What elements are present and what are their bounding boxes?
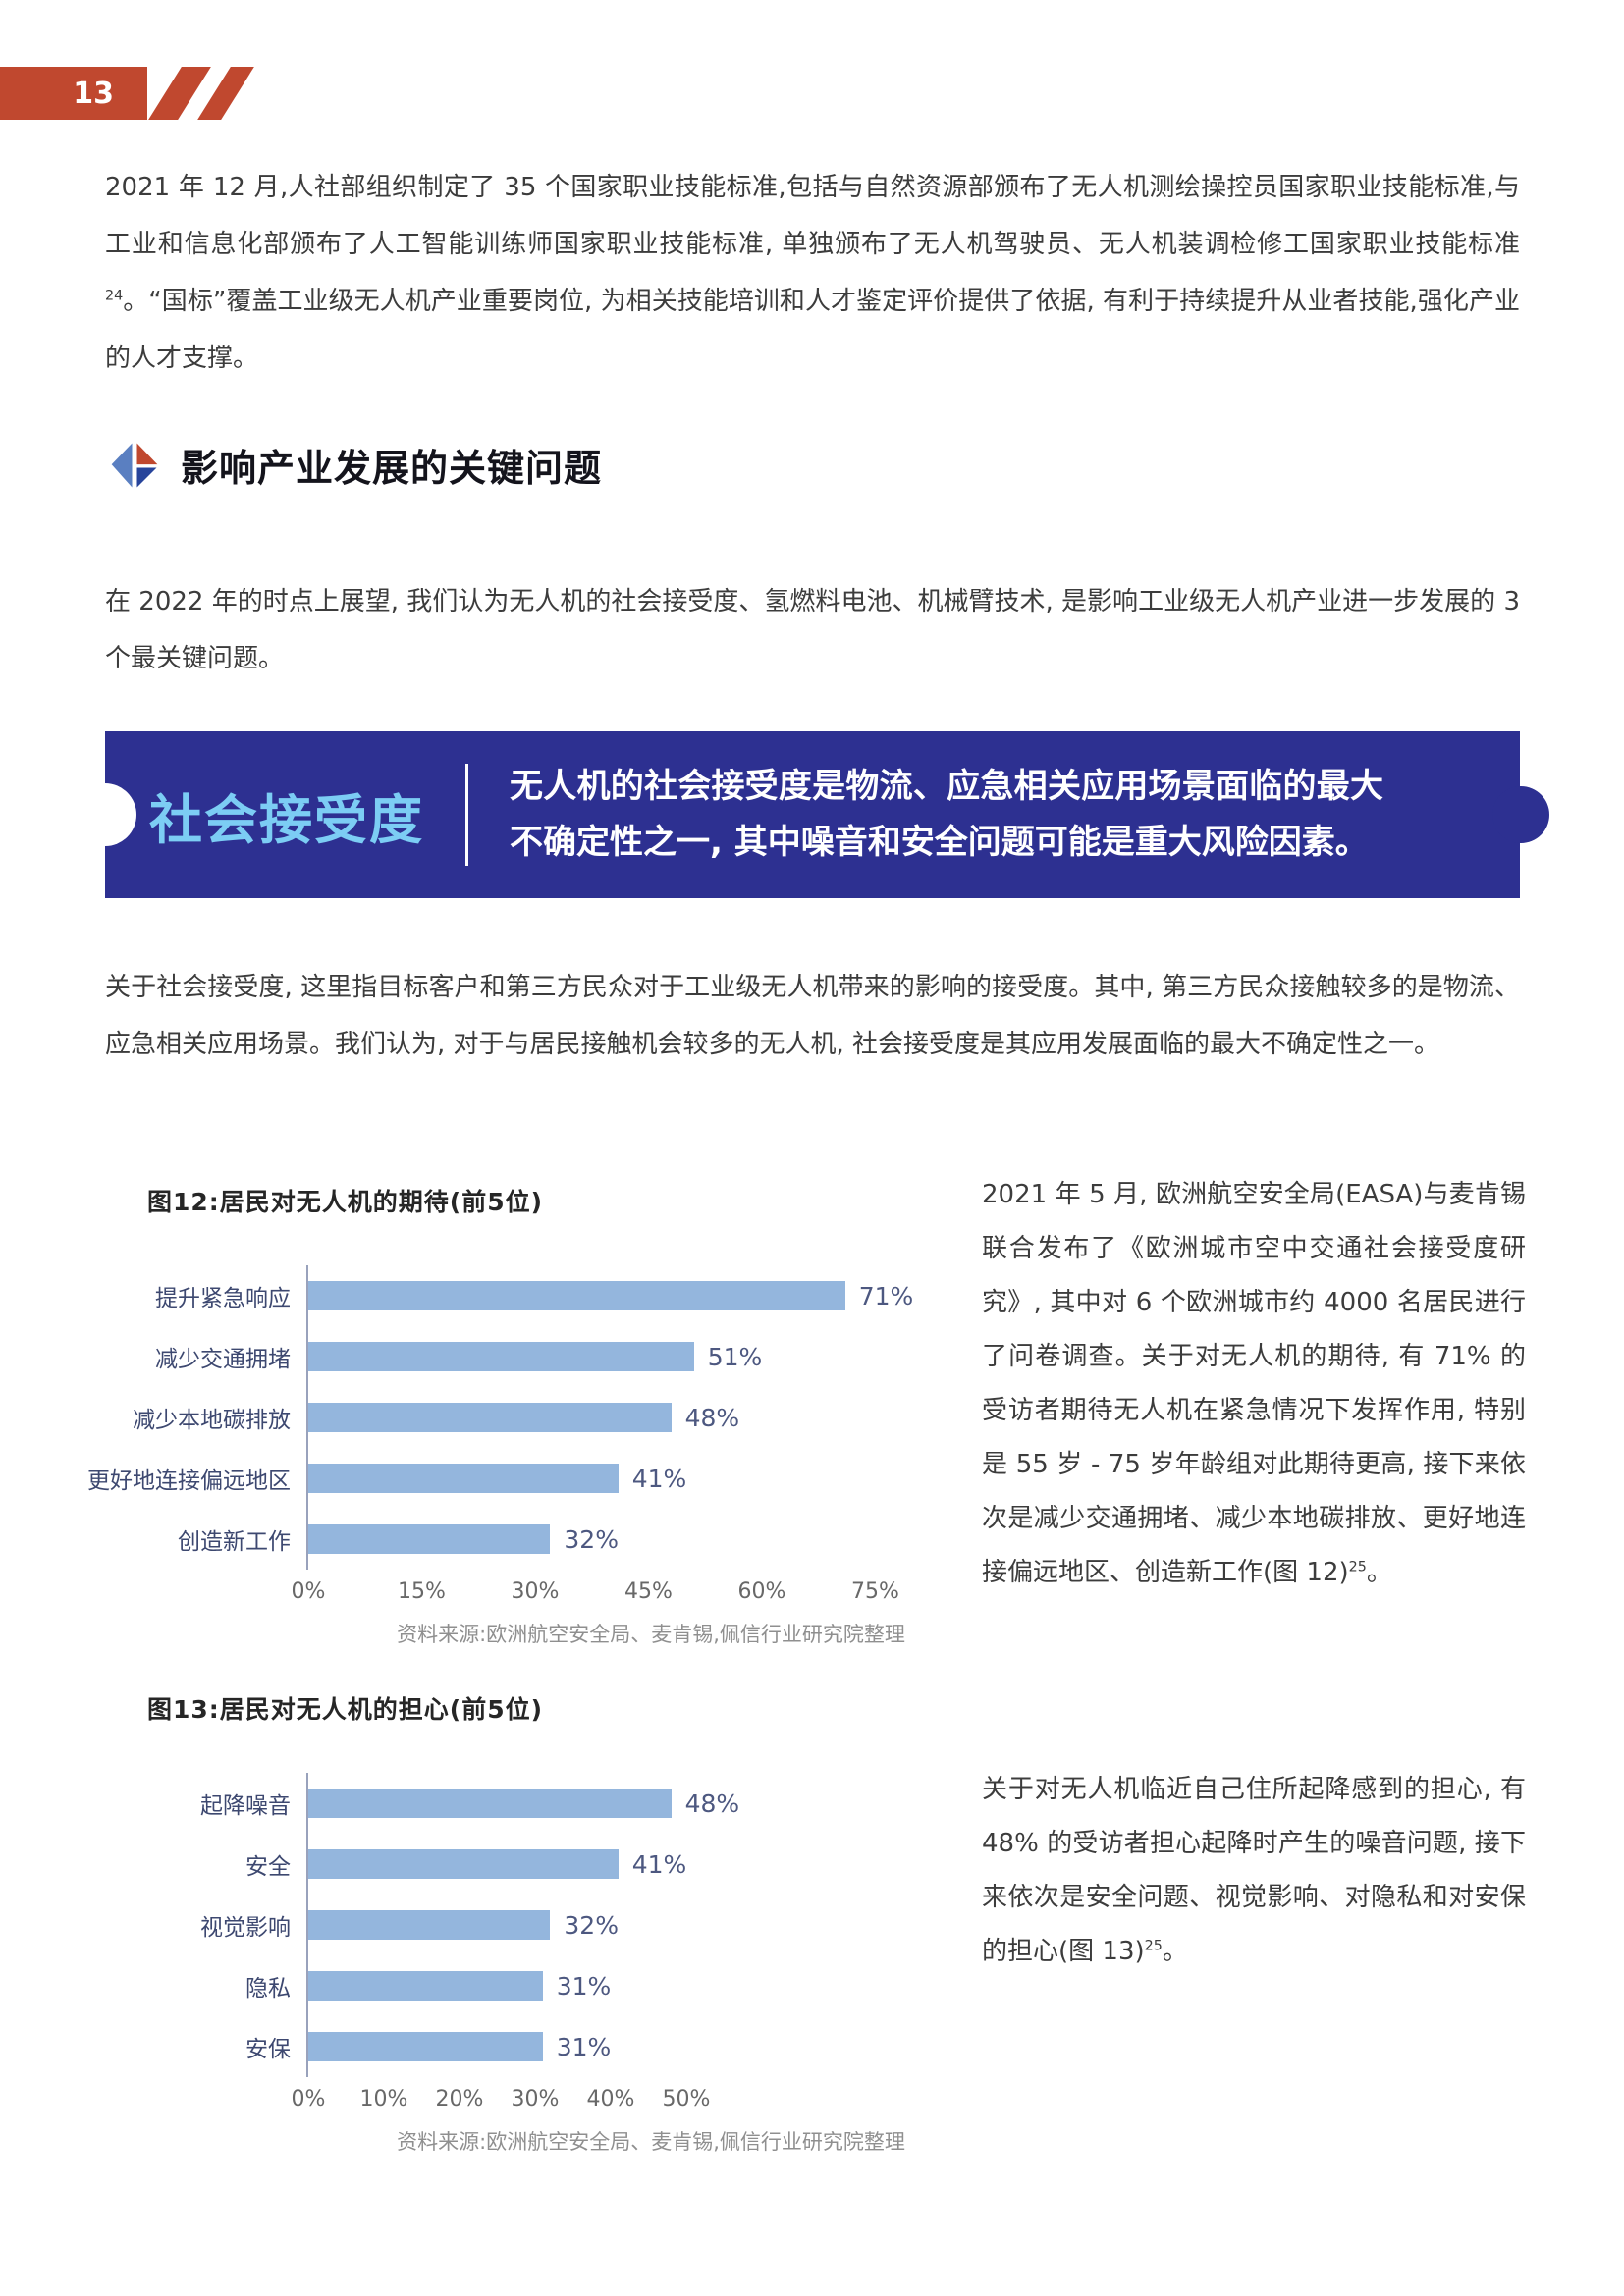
bar (308, 1403, 672, 1432)
bar-row: 41% (308, 1448, 956, 1509)
category-axis: 提升紧急响应 减少交通拥堵减少本地碳排放更好地连接偏远地区创造新工作 (79, 1265, 306, 1570)
category-axis: 起降噪音安全视觉影响隐私安保 (79, 1773, 306, 2077)
x-axis: 0% 10% 20% 30% 40% 50% (292, 2081, 962, 2114)
intro-paragraph: 2021 年 12 月,人社部组织制定了 35 个国家职业技能标准,包括与自然资… (105, 159, 1520, 387)
footnote-ref-25: 25 (1144, 1938, 1163, 1954)
category-label: 更好地连接偏远地区 (87, 1468, 291, 1494)
bar-row: 71% (308, 1265, 956, 1326)
category-label: 安全 (245, 1854, 291, 1880)
puzzle-bump-right (1492, 786, 1549, 843)
banner-label: 社会接受度 (149, 788, 424, 851)
section-title: 影响产业发展的关键问题 (181, 447, 603, 490)
value-label: 41% (631, 1849, 687, 1879)
bar-row: 51% (308, 1326, 956, 1387)
category-label: 创造新工作 (178, 1529, 291, 1555)
section-header: 影响产业发展的关键问题 (110, 438, 602, 492)
footnote-ref-25: 25 (1348, 1559, 1367, 1575)
x-tick-label: 40% (586, 2087, 635, 2111)
x-tick-label: 10% (359, 2087, 408, 2111)
value-label: 48% (684, 1403, 740, 1432)
acceptance-paragraph: 关于社会接受度, 这里指目标客户和第三方民众对于工业级无人机带来的影响的接受度。… (105, 973, 1520, 1059)
bar-row: 31% (308, 2016, 956, 2077)
bar-row: 48% (308, 1773, 956, 1834)
bar (308, 2032, 543, 2061)
bar (308, 1281, 845, 1310)
category-label: 视觉影响 (200, 1915, 291, 1941)
intro-paragraph-text: 。“国标”覆盖工业级无人机产业重要岗位, 为相关技能培训和人才鉴定评价提供了依据… (105, 287, 1520, 373)
figure-13-source: 资料来源:欧洲航空安全局、麦肯锡,佩信行业研究院整理 (397, 2130, 905, 2154)
value-label: 32% (564, 1524, 619, 1554)
figure-12-title: 图12:居民对无人机的期待(前5位) (147, 1188, 544, 1216)
bar (308, 1849, 619, 1879)
value-label: 48% (684, 1789, 740, 1818)
note-text: 2021 年 5 月, 欧洲航空安全局(EASA)与麦肯锡联合发布了《欧洲城市空… (982, 1180, 1526, 1587)
bar-row: 32% (308, 1895, 956, 1955)
bars-area: 48% 41% 32% 31% 31% (306, 1773, 956, 2077)
x-tick-label: 75% (851, 1579, 899, 1604)
bar (308, 1342, 694, 1371)
value-label: 71% (858, 1281, 914, 1310)
bar (308, 1971, 543, 2001)
category-label: 安保 (245, 2037, 291, 2062)
bar (308, 1789, 672, 1818)
footnote-ref-24: 24 (105, 288, 124, 304)
banner-divider (465, 764, 468, 866)
x-tick-label: 20% (435, 2087, 484, 2111)
figure-13-title: 图13:居民对无人机的担心(前5位) (147, 1695, 544, 1724)
value-label: 31% (556, 1971, 612, 2001)
bar (308, 1464, 619, 1493)
note-text: 关于对无人机临近自己住所起降感到的担心, 有 48% 的受访者担心起降时产生的噪… (982, 1775, 1526, 1966)
x-tick-label: 0% (291, 2087, 326, 2111)
bars-area: 71% 51% 48% 41% 32% (306, 1265, 956, 1570)
value-label: 51% (707, 1342, 763, 1371)
banner-text: 无人机的社会接受度是物流、应急相关应用场景面临的最大不确定性之一, 其中噪音和安… (510, 767, 1383, 862)
note-text: 。 (1162, 1937, 1188, 1966)
puzzle-notch-left (74, 783, 136, 846)
value-label: 41% (631, 1464, 687, 1493)
figure-13-plot: 起降噪音安全视觉影响隐私安保 48% 41% 32% 31% 31% (79, 1773, 962, 2077)
category-label: 减少本地碳排放 (133, 1408, 291, 1433)
category-label: 提升紧急响应 (155, 1286, 291, 1311)
bar-row: 32% (308, 1509, 956, 1570)
x-tick-label: 30% (511, 2087, 560, 2111)
x-tick-label: 15% (398, 1579, 446, 1604)
note-text: 。 (1366, 1558, 1392, 1587)
figure-12-source: 资料来源:欧洲航空安全局、麦肯锡,佩信行业研究院整理 (397, 1623, 905, 1646)
category-label: 隐私 (245, 1976, 291, 2002)
diamond-cube-icon (111, 443, 158, 487)
value-label: 31% (556, 2032, 612, 2061)
x-tick-label: 50% (662, 2087, 711, 2111)
figure-12: 图12:居民对无人机的期待(前5位) 提升紧急响应 减少交通拥堵减少本地碳排放更好… (79, 1183, 962, 1648)
page-number: 13 (73, 76, 114, 111)
category-label: 减少交通拥堵 (155, 1347, 291, 1372)
bar-row: 41% (308, 1834, 956, 1895)
figure-13-note: 关于对无人机临近自己住所起降感到的担心, 有 48% 的受访者担心起降时产生的噪… (982, 1763, 1526, 1979)
x-tick-label: 30% (511, 1579, 560, 1604)
key-issue-banner: 社会接受度 无人机的社会接受度是物流、应急相关应用场景面临的最大不确定性之一, … (74, 731, 1549, 898)
x-axis: 0% 15% 30% 45% 60% 75% (292, 1574, 962, 1607)
figure-13: 图13:居民对无人机的担心(前5位) 起降噪音安全视觉影响隐私安保 48% 41%… (79, 1690, 962, 2156)
category-label: 起降噪音 (200, 1793, 291, 1819)
bar (308, 1910, 551, 1940)
bar-row: 31% (308, 1955, 956, 2016)
intro-paragraph-text: 2021 年 12 月,人社部组织制定了 35 个国家职业技能标准,包括与自然资… (105, 173, 1520, 259)
figure-12-plot: 提升紧急响应 减少交通拥堵减少本地碳排放更好地连接偏远地区创造新工作 71% 51%… (79, 1265, 962, 1570)
bar-row: 48% (308, 1387, 956, 1448)
bar (308, 1524, 551, 1554)
section-lead-paragraph: 在 2022 年的时点上展望, 我们认为无人机的社会接受度、氢燃料电池、机械臂技… (105, 587, 1520, 673)
x-tick-label: 0% (291, 1579, 326, 1604)
figure-12-note: 2021 年 5 月, 欧洲航空安全局(EASA)与麦肯锡联合发布了《欧洲城市空… (982, 1168, 1526, 1600)
value-label: 32% (564, 1910, 619, 1940)
x-tick-label: 60% (737, 1579, 786, 1604)
x-tick-label: 45% (624, 1579, 673, 1604)
page-number-bar: 13 (0, 67, 147, 120)
